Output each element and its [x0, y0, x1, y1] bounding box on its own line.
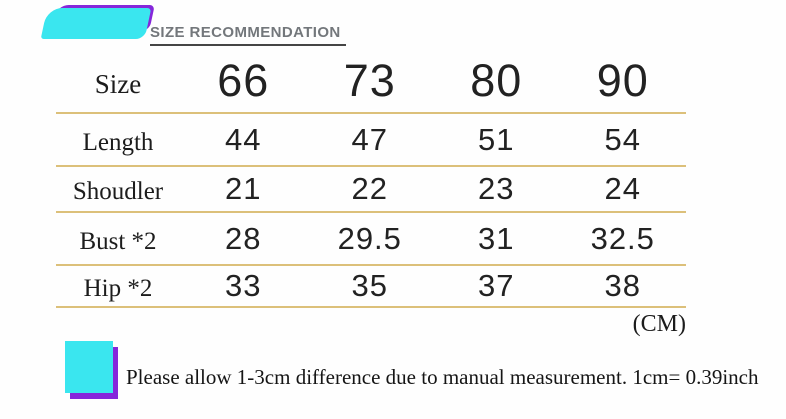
table-cell: 35 [351, 268, 388, 303]
table-cell: 33 [225, 268, 262, 303]
table-cell: 23 [478, 171, 515, 206]
table-cell: 24 [604, 171, 641, 206]
table-row-shoulder: Shoudler 21 22 23 24 [56, 167, 686, 213]
row-label: Size [94, 68, 142, 99]
table-cell: 51 [478, 121, 515, 157]
size-table: Size 66 73 80 90 Length 44 47 51 54 Shou… [56, 50, 686, 308]
table-row-size: Size 66 73 80 90 [56, 50, 686, 114]
measurement-note: Please allow 1-3cm difference due to man… [126, 365, 759, 389]
note-square-front [65, 341, 113, 393]
table-row-hip: Hip *2 33 35 37 38 [56, 266, 686, 308]
table-cell: 37 [478, 268, 515, 303]
table-cell: 73 [343, 55, 396, 106]
row-label: Bust *2 [79, 227, 157, 255]
ribbon-decoration [40, 5, 155, 40]
table-cell: 44 [225, 121, 262, 157]
table-cell: 21 [225, 171, 262, 206]
table-row-bust: Bust *2 28 29.5 31 32.5 [56, 213, 686, 266]
row-label: Length [82, 128, 154, 156]
table-cell: 90 [596, 55, 649, 106]
table-cell: 22 [351, 171, 388, 206]
table-cell: 47 [351, 121, 388, 157]
table-cell: 32.5 [590, 220, 655, 256]
row-label: Hip *2 [83, 275, 153, 302]
ribbon-front-shape [40, 8, 152, 39]
note-square-icon [65, 341, 121, 401]
table-cell: 31 [478, 220, 515, 256]
table-cell: 28 [225, 220, 262, 256]
table-cell: 38 [604, 268, 641, 303]
unit-label: (CM) [632, 311, 686, 337]
table-cell: 66 [217, 55, 270, 106]
page-title: SIZE RECOMMENDATION [150, 24, 346, 46]
table-cell: 29.5 [337, 220, 402, 256]
table-row-length: Length 44 47 51 54 [56, 114, 686, 167]
row-label: Shoudler [72, 178, 164, 205]
table-cell: 54 [604, 121, 641, 157]
table-cell: 80 [470, 55, 523, 106]
